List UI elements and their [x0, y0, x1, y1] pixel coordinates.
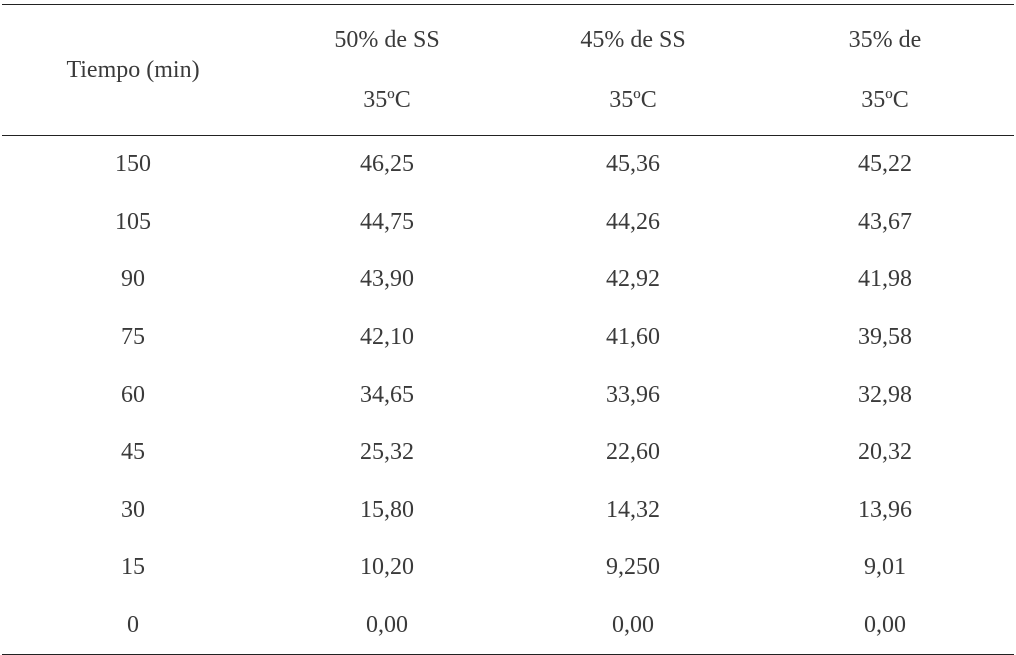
cell-value: 45,22 [858, 151, 912, 178]
cell-value: 9,250 [606, 554, 660, 581]
cell-value: 14,32 [606, 496, 660, 523]
table-row: 90 43,90 42,92 41,98 [2, 251, 1014, 309]
cell-time: 60 [121, 381, 145, 408]
header-col-3-line-1: 35% de [848, 26, 922, 53]
cell-value: 44,26 [606, 208, 660, 235]
cell-value: 33,96 [606, 381, 660, 408]
table-header: Tiempo (min) 50% de SS 45% de SS 35% de … [2, 4, 1014, 136]
cell-value: 10,20 [360, 554, 414, 581]
cell-time: 150 [115, 151, 151, 178]
table-row: 45 25,32 22,60 20,32 [2, 424, 1014, 482]
cell-value: 39,58 [858, 324, 912, 351]
cell-time: 30 [121, 496, 145, 523]
cell-value: 43,90 [360, 266, 414, 293]
table-row: 15 10,20 9,250 9,01 [2, 539, 1014, 597]
cell-value: 42,92 [606, 266, 660, 293]
table-row: 0 0,00 0,00 0,00 [2, 597, 1014, 655]
data-table: Tiempo (min) 50% de SS 45% de SS 35% de … [2, 4, 1014, 655]
table-row: 150 46,25 45,36 45,22 [2, 136, 1014, 194]
table-row: 105 44,75 44,26 43,67 [2, 194, 1014, 252]
cell-value: 9,01 [864, 554, 906, 581]
cell-value: 44,75 [360, 208, 414, 235]
cell-time: 105 [115, 208, 151, 235]
cell-value: 43,67 [858, 208, 912, 235]
cell-value: 41,60 [606, 324, 660, 351]
cell-value: 20,32 [858, 439, 912, 466]
header-col-1-line-2: 35ºC [363, 86, 411, 113]
cell-time: 0 [127, 612, 139, 639]
cell-value: 45,36 [606, 151, 660, 178]
header-col-2-line-1: 45% de SS [580, 26, 686, 53]
cell-value: 46,25 [360, 151, 414, 178]
cell-value: 0,00 [864, 612, 906, 639]
table-row: 75 42,10 41,60 39,58 [2, 309, 1014, 367]
cell-time: 90 [121, 266, 145, 293]
cell-value: 22,60 [606, 439, 660, 466]
cell-time: 45 [121, 439, 145, 466]
cell-value: 15,80 [360, 496, 414, 523]
cell-time: 15 [121, 554, 145, 581]
cell-value: 32,98 [858, 381, 912, 408]
header-col-3-line-2: 35ºC [861, 86, 909, 113]
cell-value: 34,65 [360, 381, 414, 408]
header-col-1-line-1: 50% de SS [334, 26, 440, 53]
cell-value: 25,32 [360, 439, 414, 466]
cell-value: 0,00 [366, 612, 408, 639]
cell-value: 41,98 [858, 266, 912, 293]
header-time: Tiempo (min) [66, 56, 200, 83]
cell-value: 13,96 [858, 496, 912, 523]
cell-value: 0,00 [612, 612, 654, 639]
table-row: 60 34,65 33,96 32,98 [2, 366, 1014, 424]
header-col-2-line-2: 35ºC [609, 86, 657, 113]
table-body: 150 46,25 45,36 45,22 105 44,75 44,26 43,67 90 43… [2, 136, 1014, 655]
cell-time: 75 [121, 324, 145, 351]
cell-value: 42,10 [360, 324, 414, 351]
table-row: 30 15,80 14,32 13,96 [2, 482, 1014, 540]
